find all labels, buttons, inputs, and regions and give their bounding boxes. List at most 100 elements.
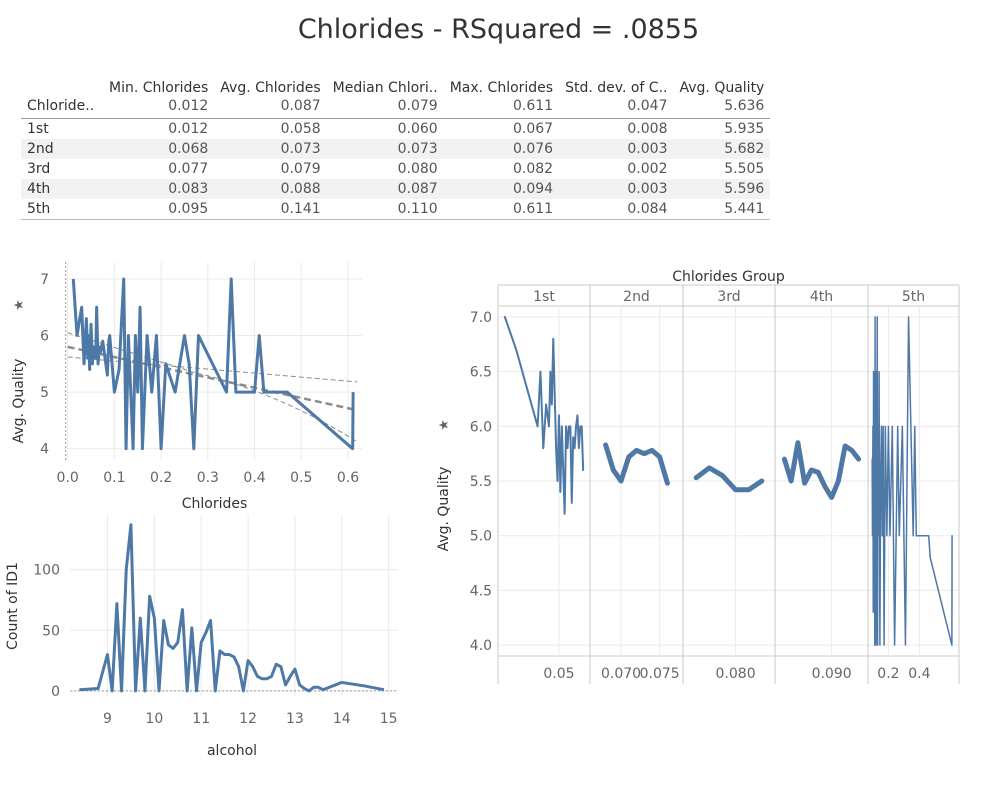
table-cell: 0.087	[326, 179, 444, 199]
chlorides-vs-quality-chart[interactable]: 0.0 0.1 0.2 0.3 0.4 0.5 0.6 4 5 6 7 Chlorides Avg. Q…	[11, 262, 362, 512]
y-axis-label: Avg. Quality	[11, 359, 27, 444]
y-tick-label: 5.5	[470, 474, 492, 490]
x-tick-label: 0.4	[243, 470, 265, 486]
table-cell: 0.012	[168, 121, 209, 137]
series-line-1st	[503, 315, 585, 515]
x-tick-label: 0.080	[716, 666, 756, 682]
table-cell: 0.083	[103, 179, 215, 199]
row-label: 3rd	[27, 161, 51, 177]
row-label: 4th	[21, 179, 103, 199]
table-header-row: Min. Chlorides Avg. Chlorides Median Chl…	[21, 74, 770, 96]
table-cell: 0.088	[214, 179, 327, 199]
pin-icon: ★	[437, 419, 452, 431]
table-row[interactable]: 3rd 0.077 0.079 0.080 0.082 0.002 5.505	[21, 159, 770, 179]
series-line-5th	[871, 316, 953, 646]
table-cell: 0.110	[326, 199, 444, 220]
table-cell: 0.079	[280, 161, 321, 177]
table-row[interactable]: 5th 0.095 0.141 0.110 0.611 0.084 5.441	[21, 199, 771, 220]
table-cell: 0.076	[443, 139, 560, 159]
x-tick-label: 0.2	[150, 470, 172, 486]
y-tick-label: 4.5	[470, 583, 492, 599]
table-cell: 0.087	[214, 96, 327, 119]
x-tick-label: 12	[239, 711, 257, 727]
column-header[interactable]: Median Chlori..	[332, 80, 438, 96]
y-tick-label: 0	[51, 684, 60, 700]
x-axis-label: alcohol	[207, 743, 257, 759]
y-axis-label: Count of ID1	[5, 562, 21, 650]
table-cell: 5.935	[724, 121, 765, 137]
summary-table: Min. Chlorides Avg. Chlorides Median Chl…	[21, 74, 771, 220]
y-tick-label: 6.0	[470, 419, 492, 435]
column-header[interactable]: Std. dev. of C..	[565, 80, 668, 96]
column-header[interactable]: Min. Chlorides	[109, 80, 209, 96]
table-cell: 0.008	[627, 121, 668, 137]
table-cell: 5.636	[673, 96, 771, 119]
table-cell: 0.611	[443, 96, 560, 119]
table-cell: 0.073	[214, 139, 327, 159]
y-tick-label: 6	[40, 329, 49, 345]
x-tick-label: 9	[103, 711, 112, 727]
table-cell: 0.094	[443, 179, 560, 199]
pane-header-label: 5th	[902, 289, 925, 305]
row-label: 1st	[27, 121, 49, 137]
x-tick-label: 0.070	[601, 666, 641, 682]
table-cell: 0.077	[168, 161, 209, 177]
x-tick-label: 0.05	[543, 666, 574, 682]
y-tick-label: 100	[33, 563, 60, 579]
trend-band-lower	[67, 356, 358, 383]
y-tick-label: 5	[40, 385, 49, 401]
x-tick-label: 0.5	[290, 470, 312, 486]
table-cell: 0.084	[559, 199, 674, 220]
table-cell: 0.002	[627, 161, 668, 177]
table-cell: 0.611	[443, 199, 560, 220]
table-cell: 5.441	[673, 199, 771, 220]
table-cell: 0.082	[513, 161, 554, 177]
dashboard-title: Chlorides - RSquared = .0855	[297, 14, 700, 45]
pane-header-label: 2nd	[623, 289, 650, 305]
table-row[interactable]: 2nd 0.068 0.073 0.073 0.076 0.003 5.682	[21, 139, 771, 159]
column-header[interactable]: Avg. Chlorides	[220, 80, 321, 96]
alcohol-count-chart[interactable]: 9 10 11 12 13 14 15 0 50 100 alcohol Count of ID1	[5, 515, 398, 759]
pane-header-label: 4th	[810, 289, 833, 305]
x-tick-label: 0.075	[640, 666, 680, 682]
column-header[interactable]: Avg. Quality	[679, 80, 765, 96]
x-tick-label: 0.6	[337, 470, 359, 486]
table-cell: 0.003	[559, 179, 674, 199]
table-cell: 0.073	[326, 139, 444, 159]
table-cell: 0.058	[280, 121, 321, 137]
table-cell: 5.505	[724, 161, 765, 177]
x-tick-label: 0.2	[877, 666, 899, 682]
y-tick-label: 4.0	[470, 638, 492, 654]
pin-icon: ★	[12, 299, 27, 311]
y-tick-label: 7.0	[470, 310, 492, 326]
chart-title: Chlorides Group	[672, 269, 785, 285]
x-tick-label: 0.090	[812, 666, 852, 682]
table-cell: 0.067	[513, 121, 554, 137]
y-tick-label: 50	[42, 623, 60, 639]
row-label: 2nd	[21, 139, 103, 159]
y-axis-label: Avg. Quality	[436, 467, 452, 552]
table-cell: 0.141	[214, 199, 327, 220]
x-tick-label: 13	[286, 711, 304, 727]
x-axis-label: Chlorides	[182, 496, 248, 512]
table-row[interactable]: 4th 0.083 0.088 0.087 0.094 0.003 5.596	[21, 179, 771, 199]
series-line-4th	[781, 440, 862, 500]
y-tick-label: 4	[40, 442, 49, 458]
series-line	[79, 523, 385, 693]
table-cell: 5.596	[673, 179, 771, 199]
x-tick-label: 15	[380, 711, 398, 727]
series-line-3rd	[693, 465, 765, 493]
x-tick-label: 0.3	[197, 470, 219, 486]
trend-line	[67, 345, 358, 412]
row-header-label: Chloride..	[21, 96, 103, 119]
y-tick-label: 6.5	[470, 365, 492, 381]
x-tick-label: 11	[192, 711, 210, 727]
table-row[interactable]: 1st 0.012 0.058 0.060 0.067 0.008 5.935	[21, 119, 770, 140]
column-header[interactable]: Max. Chlorides	[449, 80, 554, 96]
chlorides-group-chart[interactable]: Chlorides Group 7.0 6.5 6.0 5.5 5.0 4.5 4.0 Avg.…	[436, 269, 960, 684]
table-cell: 0.060	[397, 121, 438, 137]
row-label: 5th	[21, 199, 103, 220]
table-cell: 0.080	[397, 161, 438, 177]
table-row-overall[interactable]: Chloride.. 0.012 0.087 0.079 0.611 0.047…	[21, 96, 771, 119]
